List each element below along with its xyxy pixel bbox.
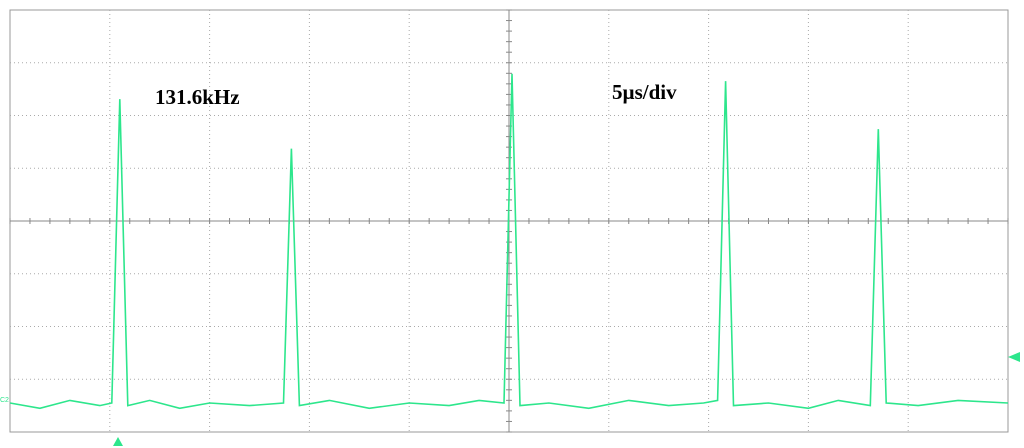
frequency-label: 131.6kHz bbox=[155, 85, 240, 109]
channel-label: C2 bbox=[0, 397, 9, 404]
timebase-label: 5µs/div bbox=[612, 80, 677, 104]
position-marker bbox=[113, 437, 123, 446]
waveform bbox=[9, 73, 1009, 410]
trigger-marker bbox=[1008, 352, 1020, 362]
